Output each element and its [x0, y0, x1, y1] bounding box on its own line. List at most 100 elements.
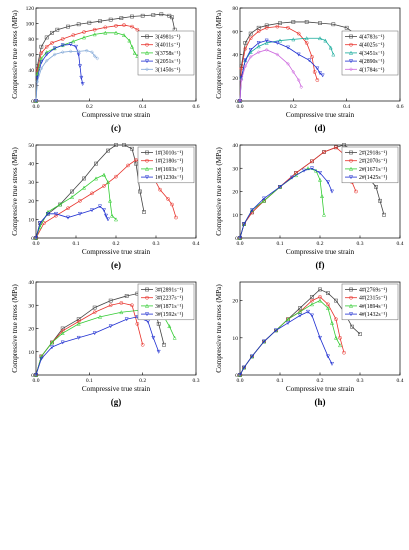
data-series [34, 301, 145, 377]
x-axis-label: Compressive true strain [82, 385, 151, 393]
data-point [256, 44, 261, 49]
chart-panel-f: 0.0 0.1 0.2 0.3 0.4 0 10 20 30 40 Compressive true… [204, 137, 408, 274]
x-tick-label: 0.2 [113, 241, 120, 247]
data-point [114, 23, 118, 28]
data-point [92, 331, 97, 336]
data-point [97, 314, 103, 319]
x-tick-label: 0.2 [86, 104, 93, 110]
y-tick-label: 0 [31, 99, 34, 105]
chart-panel-d: 0.0 0.2 0.4 0.6 0 20 40 60 80 Compressive true st… [204, 0, 408, 137]
data-point [60, 328, 65, 333]
data-point [309, 302, 315, 307]
series-line [35, 50, 98, 102]
data-point [57, 202, 63, 207]
legend-entry: 2#(1425s⁻¹) [359, 174, 387, 181]
legend-entry: 3(2051s⁻¹) [155, 58, 180, 65]
series-line [35, 144, 145, 239]
y-axis-label: Compressive true stress (MPa) [11, 284, 19, 373]
x-tick-label: 0.1 [277, 378, 284, 384]
legend-marker [348, 175, 354, 180]
data-point [92, 27, 97, 32]
data-point [170, 15, 174, 20]
data-point [294, 171, 298, 175]
data-point [39, 66, 44, 71]
data-point [285, 321, 291, 326]
legend-marker [145, 42, 149, 47]
data-point [33, 236, 39, 241]
legend-marker [348, 303, 354, 308]
legend-entry: 4(3451s⁻¹) [359, 50, 384, 57]
data-point [60, 43, 65, 48]
data-point [70, 189, 74, 194]
legend-entry: 1#(1693s⁻¹) [155, 166, 183, 173]
data-point [81, 35, 87, 40]
y-tick-label: 20 [232, 299, 238, 305]
x-tick-label: 0.0 [33, 104, 40, 110]
y-axis-label: Compressive true stress (MPa) [215, 10, 223, 99]
data-point [248, 54, 253, 59]
legend-marker [145, 295, 149, 300]
data-point [130, 14, 134, 19]
data-point [243, 46, 248, 51]
data-point [323, 38, 328, 43]
data-point [299, 85, 304, 90]
data-point [256, 25, 261, 30]
data-point [304, 36, 309, 41]
y-axis-label: Compressive true stress (MPa) [11, 10, 19, 99]
legend-entry: 3(1450s⁻¹) [155, 66, 180, 73]
data-point [261, 198, 267, 203]
legend: 3#(2891s⁻¹)3#(2237s⁻¹)3#(1871s⁻¹)3#(1592… [137, 283, 195, 321]
legend-entry: 3(4011s⁻¹) [155, 42, 180, 49]
y-tick-label: 40 [28, 280, 34, 286]
x-tick-label: 0.3 [357, 378, 364, 384]
data-point [39, 356, 44, 361]
data-point [286, 25, 290, 30]
data-point [119, 310, 124, 315]
data-point [39, 354, 44, 359]
legend: 4(4783s⁻¹)4(4025s⁻¹)4(3451s⁻¹)4(2890s⁻¹)… [341, 30, 399, 76]
legend-entry: 3(3758s⁻¹) [155, 50, 180, 57]
data-point [76, 319, 81, 324]
y-tick-label: 50 [28, 143, 34, 149]
data-point [35, 79, 40, 84]
data-point [320, 73, 325, 78]
data-point [256, 29, 261, 34]
data-point [34, 99, 38, 103]
legend-entry: 4#(2315s⁻¹) [359, 295, 387, 302]
data-point [49, 340, 55, 345]
data-series [238, 295, 346, 377]
x-tick-label: 0.3 [153, 241, 160, 247]
legend-entry: 4(2890s⁻¹) [359, 58, 384, 65]
x-tick-label: 0.4 [193, 241, 200, 247]
data-point [39, 51, 44, 55]
data-point [285, 45, 291, 50]
y-tick-label: 40 [28, 162, 34, 168]
data-point [52, 52, 57, 57]
series-line [239, 26, 318, 102]
data-point [297, 309, 303, 314]
y-tick-label: 20 [28, 84, 34, 90]
data-series [237, 298, 343, 377]
data-point [92, 305, 97, 310]
series-line [35, 316, 160, 376]
data-point [49, 345, 55, 350]
data-point [103, 25, 108, 30]
chart-panel-g: 0.0 0.1 0.2 0.3 0 10 20 30 40 Compressive true st… [0, 274, 204, 411]
data-point [151, 335, 156, 340]
data-series [34, 143, 146, 240]
data-point [174, 215, 178, 220]
series-line [239, 37, 334, 102]
data-point [286, 61, 290, 66]
data-point [73, 44, 79, 49]
data-point [374, 185, 378, 189]
x-axis-label: Compressive true strain [82, 248, 151, 256]
data-point [33, 373, 39, 378]
data-point [249, 354, 255, 359]
series-line [239, 49, 302, 102]
data-point [132, 50, 137, 55]
series-line [239, 167, 333, 239]
x-tick-label: 0.4 [397, 241, 404, 247]
legend-entry: 3(4981s⁻¹) [155, 34, 180, 41]
x-tick-label: 0.4 [397, 378, 404, 384]
x-tick-label: 0.4 [139, 104, 146, 110]
